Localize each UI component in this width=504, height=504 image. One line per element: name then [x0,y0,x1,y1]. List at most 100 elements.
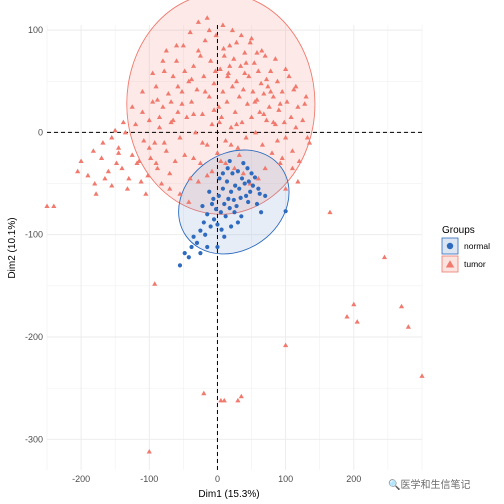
point-tumor [258,80,264,86]
point-normal [220,171,226,176]
point-normal [256,186,261,191]
point-tumor [304,134,311,140]
point-normal [177,263,183,268]
point-tumor [165,90,171,96]
point-tumor [202,88,208,94]
point-tumor [199,111,206,116]
x-tick-label: 0 [215,474,220,484]
point-tumor [145,172,151,178]
x-tick-label: 100 [278,474,293,484]
point-tumor [109,134,115,140]
point-tumor [246,73,252,79]
point-tumor [221,53,227,58]
x-tick-label: -200 [72,474,90,484]
point-tumor [262,165,268,171]
point-tumor [229,27,236,33]
point-tumor [152,140,158,145]
point-tumor [231,165,238,171]
x-tick-labels: -200 -100 0 100 200 [72,474,361,484]
point-normal [220,186,226,191]
point-tumor [112,127,118,133]
point-tumor [85,172,91,178]
point-normal [207,189,212,194]
point-normal [223,214,228,219]
data-points [44,15,425,454]
point-tumor [255,68,261,73]
point-tumor [170,73,176,79]
point-tumor [113,160,120,166]
point-tumor [250,88,256,94]
point-tumor [248,114,255,120]
point-tumor [220,88,226,94]
point-tumor [268,68,274,73]
point-tumor [216,119,223,125]
point-tumor [206,27,212,33]
point-normal [246,179,251,184]
point-normal [263,193,268,198]
point-tumor [187,175,193,181]
point-tumor [204,172,210,178]
legend-marker-triangle [445,260,455,268]
point-tumor [243,60,249,65]
point-tumor [221,397,227,403]
point-normal [239,176,245,181]
point-tumor [168,99,174,104]
point-tumor [255,175,261,181]
legend-title: Groups [442,225,475,236]
x-tick-label: 200 [346,474,361,484]
y-tick-label: -300 [25,434,43,444]
point-tumor [179,101,185,106]
point-normal [248,189,253,194]
point-tumor [177,134,183,140]
point-normal [215,244,220,250]
point-tumor [243,134,249,140]
point-tumor [283,186,289,191]
point-tumor [216,104,222,109]
point-normal [209,201,215,207]
point-normal [235,169,241,174]
point-tumor [204,142,210,147]
point-tumor [204,15,210,20]
point-tumor [197,53,204,58]
point-normal [239,214,244,219]
point-normal [215,222,220,227]
point-tumor [238,393,244,399]
point-tumor [161,68,167,73]
point-tumor [51,203,57,209]
point-tumor [139,88,146,94]
point-tumor [199,140,206,145]
point-tumor [217,66,223,71]
point-normal [258,210,264,215]
x-tick-label: -100 [140,474,158,484]
point-tumor [209,121,215,127]
y-axis-title: Dim2 (10.1%) [7,217,18,278]
point-normal [203,232,208,237]
point-tumor [172,158,178,164]
point-tumor [277,160,283,166]
point-tumor [238,63,244,68]
y-tick-labels: -300 -200 -100 0 100 [25,25,43,444]
y-tick-label: -100 [25,230,43,240]
point-tumor [261,90,267,96]
point-tumor [160,104,166,109]
point-tumor [306,140,313,145]
point-tumor [177,191,183,196]
point-tumor [211,107,217,112]
point-tumor [92,180,98,186]
point-normal [216,193,221,198]
point-tumor [129,152,135,157]
point-tumor [213,32,219,38]
point-normal [182,251,187,256]
point-normal [191,234,196,239]
point-tumor [236,152,242,157]
point-tumor [227,42,233,48]
point-tumor [242,50,248,55]
point-normal [222,201,227,207]
point-tumor [180,42,186,48]
point-tumor [296,158,302,164]
point-tumor [124,186,131,191]
point-tumor [193,129,199,135]
point-tumor [195,47,201,53]
point-normal [257,191,262,196]
point-tumor [279,88,285,94]
